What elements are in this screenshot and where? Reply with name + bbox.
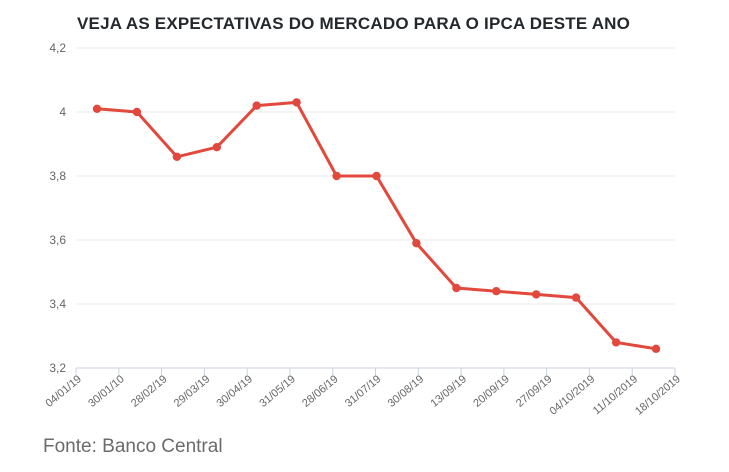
svg-text:20/09/19: 20/09/19 (471, 373, 512, 410)
svg-text:3,2: 3,2 (49, 361, 66, 375)
svg-text:30/08/19: 30/08/19 (386, 373, 427, 410)
svg-text:3,8: 3,8 (49, 169, 66, 183)
svg-text:4,2: 4,2 (49, 41, 66, 55)
svg-text:31/05/19: 31/05/19 (257, 373, 298, 410)
svg-text:31/07/19: 31/07/19 (343, 373, 384, 410)
svg-text:30/04/19: 30/04/19 (215, 373, 256, 410)
svg-text:11/10/2019: 11/10/2019 (591, 373, 640, 417)
svg-text:29/03/19: 29/03/19 (172, 373, 213, 410)
svg-text:3,6: 3,6 (49, 233, 66, 247)
svg-text:3,4: 3,4 (49, 297, 66, 311)
svg-text:13/09/19: 13/09/19 (429, 373, 470, 410)
svg-text:4: 4 (59, 105, 66, 119)
svg-text:27/09/19: 27/09/19 (514, 373, 555, 410)
svg-text:04/10/2019: 04/10/2019 (547, 373, 597, 418)
svg-text:18/10/2019: 18/10/2019 (633, 373, 683, 418)
svg-text:04/01/19: 04/01/19 (43, 373, 84, 410)
svg-text:28/02/19: 28/02/19 (129, 373, 170, 410)
svg-text:30/01/10: 30/01/10 (86, 373, 127, 410)
svg-text:28/06/19: 28/06/19 (300, 373, 341, 410)
